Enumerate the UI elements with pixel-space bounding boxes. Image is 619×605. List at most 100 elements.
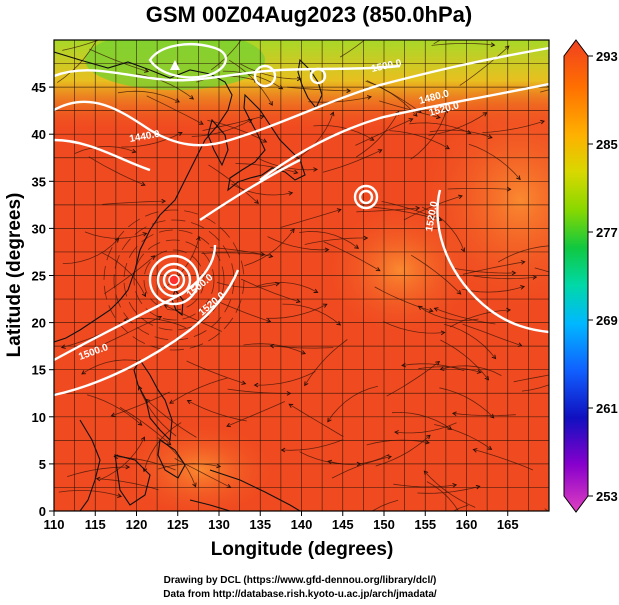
streamline-swirl <box>133 239 215 321</box>
low-pressure-marker <box>170 60 180 70</box>
streamline-arrow <box>266 318 272 323</box>
streamline <box>187 400 247 422</box>
streamline-arrow <box>262 138 268 143</box>
streamline <box>439 387 494 419</box>
streamline <box>208 164 259 204</box>
streamline <box>117 90 180 103</box>
streamline <box>210 247 273 257</box>
streamline-arrow <box>118 30 122 33</box>
streamline <box>339 40 366 58</box>
streamline <box>452 504 469 511</box>
streamline <box>267 236 329 251</box>
streamline-arrow <box>375 267 381 272</box>
streamline <box>240 63 301 80</box>
streamline-arrow <box>140 181 146 186</box>
streamline <box>226 401 285 427</box>
streamline <box>444 323 496 359</box>
x-axis-ticks: 110 115 120 125 130 135 140 145 150 155 160 165 <box>44 511 519 532</box>
streamline-arrow <box>241 380 247 385</box>
streamline-arrow <box>487 134 493 139</box>
streamline-arrow <box>487 445 493 450</box>
streamline-arrow <box>301 350 306 355</box>
x-tick-label: 115 <box>85 517 106 532</box>
y-tick-label: 5 <box>39 457 46 472</box>
streamline-arrow <box>322 303 328 308</box>
streamline <box>356 207 420 213</box>
contour-label: 1520.0 <box>424 200 440 232</box>
streamline <box>191 119 252 137</box>
streamline-arrow <box>456 289 462 295</box>
x-tick-label: 150 <box>373 517 395 532</box>
streamline-arrow <box>472 448 478 453</box>
streamline <box>169 377 228 404</box>
streamline <box>513 374 549 383</box>
streamline <box>102 200 166 205</box>
y-tick-label: 15 <box>32 363 46 378</box>
streamline-arrow <box>81 370 86 375</box>
streamline <box>121 132 183 148</box>
streamline-arrow <box>280 447 286 453</box>
streamline-arrow <box>254 199 259 204</box>
streamline-arrow <box>346 88 352 94</box>
streamline <box>447 188 511 190</box>
streamline-arrow <box>313 288 319 293</box>
wind-streamlines <box>57 30 599 553</box>
streamline-arrow <box>506 186 512 192</box>
streamline-arrow <box>585 549 589 553</box>
streamline-arrow <box>589 289 593 293</box>
streamline-arrow <box>415 205 421 211</box>
colorbar-tick-label: 269 <box>596 313 618 328</box>
streamline-arrow <box>327 459 333 465</box>
streamline-arrow <box>110 412 116 417</box>
streamline-arrow <box>377 149 383 154</box>
streamline-swirl <box>123 229 225 331</box>
streamline-arrow <box>290 228 295 234</box>
streamline-arrow <box>141 292 147 298</box>
streamline-arrow <box>484 375 490 381</box>
streamline <box>418 305 479 321</box>
streamline-arrow <box>447 425 453 430</box>
streamline-arrow <box>330 111 335 117</box>
streamline <box>371 499 399 511</box>
streamline-arrow <box>144 68 150 73</box>
streamline-arrow <box>366 95 372 100</box>
y-tick-label: 40 <box>32 127 46 142</box>
streamline-arrow <box>595 70 599 73</box>
streamline-arrow <box>117 493 123 498</box>
streamline-swirl <box>103 209 245 351</box>
y-tick-label: 0 <box>39 504 46 519</box>
streamline <box>99 437 145 480</box>
streamline <box>534 267 549 273</box>
streamline <box>468 143 521 180</box>
streamline <box>299 231 359 249</box>
streamline <box>138 386 177 437</box>
streamline-arrow <box>445 145 450 150</box>
streamline-arrow <box>150 255 156 260</box>
streamline-arrow <box>511 270 517 276</box>
streamline <box>462 261 525 275</box>
streamline-arrow <box>177 131 183 136</box>
streamline <box>202 115 264 131</box>
height-contours <box>54 43 549 397</box>
streamline-arrow <box>60 344 66 349</box>
streamline-arrow <box>163 304 169 309</box>
streamline-arrow <box>482 112 488 117</box>
streamline <box>482 120 545 133</box>
x-tick-label: 155 <box>414 517 436 532</box>
streamline-arrow <box>476 369 482 374</box>
streamline <box>386 361 440 397</box>
colorbar-tick-label: 285 <box>596 137 618 152</box>
streamline <box>96 478 159 491</box>
streamline <box>266 303 327 319</box>
x-tick-label: 125 <box>167 517 189 532</box>
streamline-arrow <box>313 167 318 172</box>
credit-line-1: Drawing by DCL (https://www.gfd-dennou.o… <box>164 575 437 586</box>
chart-title: GSM 00Z04Aug2023 (850.0hPa) <box>146 2 472 27</box>
x-tick-label: 110 <box>44 517 65 532</box>
streamline-swirl <box>143 249 205 311</box>
streamline <box>383 321 445 334</box>
streamline <box>58 490 122 497</box>
colorbar-ticks: 293 285 277 269 261 253 <box>588 49 618 504</box>
streamline-arrow <box>412 112 418 117</box>
streamline <box>431 42 495 46</box>
